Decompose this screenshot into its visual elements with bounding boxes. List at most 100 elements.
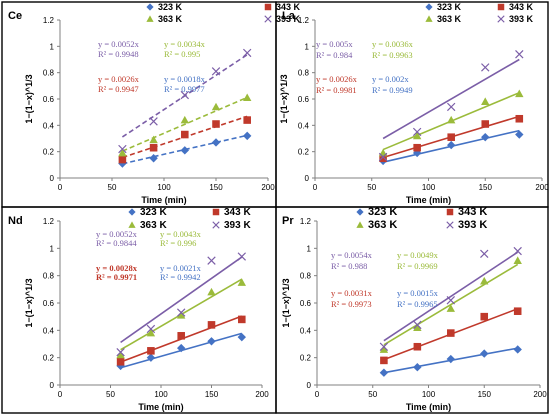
x-tick-label: 50: [106, 390, 115, 399]
y-axis-title: 1−(1−x)^1/3: [24, 74, 34, 123]
data-point: [177, 343, 186, 353]
series-323k: [118, 131, 252, 168]
fit-r2: R² = 0.9965: [397, 299, 438, 309]
legend-marker: [446, 221, 454, 229]
y-tick-label: 0.2: [300, 354, 312, 363]
legend-marker: [497, 3, 505, 11]
trend-line: [122, 96, 248, 152]
data-point: [116, 350, 125, 359]
y-tick-label: 1.2: [43, 217, 55, 226]
y-tick-label: 0.4: [300, 326, 312, 335]
fit-equation: y = 0.0021x: [160, 263, 202, 273]
legend-label: 393 K: [509, 14, 534, 24]
series-323k: [116, 332, 246, 371]
x-tick-label: 0: [58, 390, 63, 399]
legend-label: 393 K: [458, 219, 487, 231]
x-tick-label: 100: [157, 183, 171, 192]
data-point: [180, 146, 189, 155]
y-tick-label: 0.8: [43, 272, 55, 281]
data-point: [237, 252, 247, 261]
x-tick-label: 100: [422, 390, 436, 399]
fit-equation: y = 0.0049x: [397, 250, 439, 260]
data-point: [207, 256, 216, 265]
legend-marker: [212, 221, 220, 229]
panel-frame: [1, 206, 277, 414]
y-tick-label: 0.2: [298, 148, 310, 157]
fit-r2: R² = 0.9948: [98, 49, 139, 59]
legend-marker: [425, 3, 433, 11]
fit-equation: y = 0.0028x: [96, 263, 138, 273]
data-point: [116, 347, 125, 357]
legend-label: 343 K: [458, 206, 487, 218]
data-point: [481, 132, 490, 142]
x-tick-label: 100: [154, 390, 168, 399]
x-axis-title: Time (min): [138, 402, 183, 412]
legend: 323 K 343 K 363 K 393 K: [356, 206, 487, 231]
y-tick-label: 1.2: [298, 16, 310, 25]
data-point: [378, 152, 388, 162]
series-343k: [380, 307, 522, 365]
panel-nd: 0 0.2 0.4 0.6 0.8 1 1.2 0 50 100 150 200 Time (min) 1…: [1, 206, 277, 414]
fit-equation: y = 0.0018x: [164, 74, 206, 84]
data-point: [413, 342, 422, 351]
y-tick-label: 1: [50, 244, 55, 253]
data-point: [211, 102, 221, 111]
fit-r2: R² = 0.9969: [397, 261, 438, 271]
fit-r2: R² = 0.995: [164, 49, 200, 59]
x-axis-title: Time (min): [141, 195, 186, 205]
x-tick-label: 0: [313, 183, 318, 192]
y-tick-label: 0.4: [43, 121, 55, 130]
data-point: [243, 131, 252, 141]
legend-label: 363 K: [368, 219, 397, 231]
panel-frame: [275, 206, 549, 414]
series-363k: [116, 278, 246, 359]
legend: 323 K 343 K 363 K 393 K: [425, 2, 534, 24]
fit-equation: y = 0.002x: [372, 74, 409, 84]
y-tick-label: 0: [305, 174, 310, 183]
y-tick-label: 0.8: [300, 272, 312, 281]
legend-marker: [146, 3, 154, 11]
data-point: [207, 287, 216, 296]
data-point: [480, 349, 489, 358]
series-343k: [116, 315, 246, 366]
fit-equation: y = 0.0043x: [160, 229, 202, 239]
data-point: [480, 276, 489, 285]
fit-equation: y = 0.0015x: [397, 288, 439, 298]
series-343k: [118, 115, 251, 164]
y-tick-label: 1.2: [43, 16, 55, 25]
data-point: [515, 50, 524, 59]
fit-r2: R² = 0.9947: [98, 84, 139, 94]
fit-equation: y = 0.005x: [316, 39, 353, 49]
data-point: [515, 114, 524, 123]
data-point: [207, 337, 216, 346]
legend-label: 343 K: [224, 207, 251, 218]
trend-line: [122, 134, 248, 165]
panel-label: Ce: [8, 10, 22, 22]
x-tick-label: 200: [255, 390, 269, 399]
fit-r2: R² = 0.984: [316, 50, 353, 60]
series-363k: [379, 256, 522, 353]
data-point: [180, 115, 189, 124]
data-point: [447, 133, 455, 141]
series-363k: [118, 93, 252, 157]
data-point: [447, 140, 456, 150]
fit-r2: R² = 0.9973: [331, 299, 372, 309]
fit-r2: R² = 0.9844: [96, 238, 137, 248]
fit-equation: y = 0.0052x: [98, 39, 140, 49]
legend-marker: [146, 15, 154, 22]
legend-label: 363 K: [437, 14, 462, 24]
data-point: [118, 148, 127, 157]
legend-marker: [446, 208, 454, 216]
data-point: [180, 90, 190, 100]
data-point: [237, 332, 246, 342]
data-point: [481, 63, 490, 72]
y-axis-title: 1−(1−x)^1/3: [279, 74, 289, 123]
data-point: [379, 368, 389, 377]
data-point: [116, 357, 125, 366]
x-tick-label: 50: [367, 183, 376, 192]
data-point: [413, 143, 421, 152]
legend-label: 363 K: [158, 14, 183, 24]
data-point: [146, 328, 156, 337]
trend-line: [382, 58, 520, 140]
